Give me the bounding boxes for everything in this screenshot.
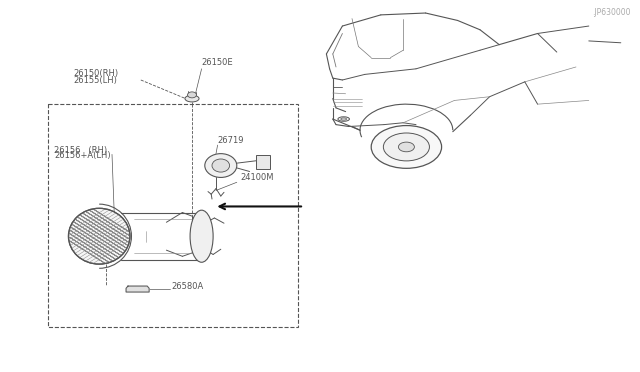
Ellipse shape bbox=[188, 92, 196, 98]
Polygon shape bbox=[126, 286, 149, 292]
Text: 26156   (RH): 26156 (RH) bbox=[54, 145, 108, 154]
Bar bbox=[48, 104, 298, 327]
Ellipse shape bbox=[205, 154, 237, 177]
Text: 26580A: 26580A bbox=[172, 282, 204, 291]
Ellipse shape bbox=[338, 117, 349, 121]
Ellipse shape bbox=[68, 208, 130, 264]
Ellipse shape bbox=[371, 126, 442, 168]
Text: 26155(LH): 26155(LH) bbox=[74, 76, 118, 84]
Text: 26719: 26719 bbox=[218, 136, 244, 145]
Ellipse shape bbox=[185, 95, 199, 102]
Text: .JP630000: .JP630000 bbox=[592, 8, 630, 17]
Ellipse shape bbox=[212, 159, 230, 172]
Bar bbox=[256, 155, 270, 169]
Ellipse shape bbox=[190, 210, 213, 262]
Text: 26150E: 26150E bbox=[202, 58, 233, 67]
Ellipse shape bbox=[341, 118, 347, 120]
Text: 24100M: 24100M bbox=[240, 173, 273, 182]
Ellipse shape bbox=[398, 142, 415, 152]
Ellipse shape bbox=[383, 133, 429, 161]
Text: 26156+A(LH): 26156+A(LH) bbox=[54, 151, 111, 160]
Text: 26150(RH): 26150(RH) bbox=[74, 69, 119, 78]
